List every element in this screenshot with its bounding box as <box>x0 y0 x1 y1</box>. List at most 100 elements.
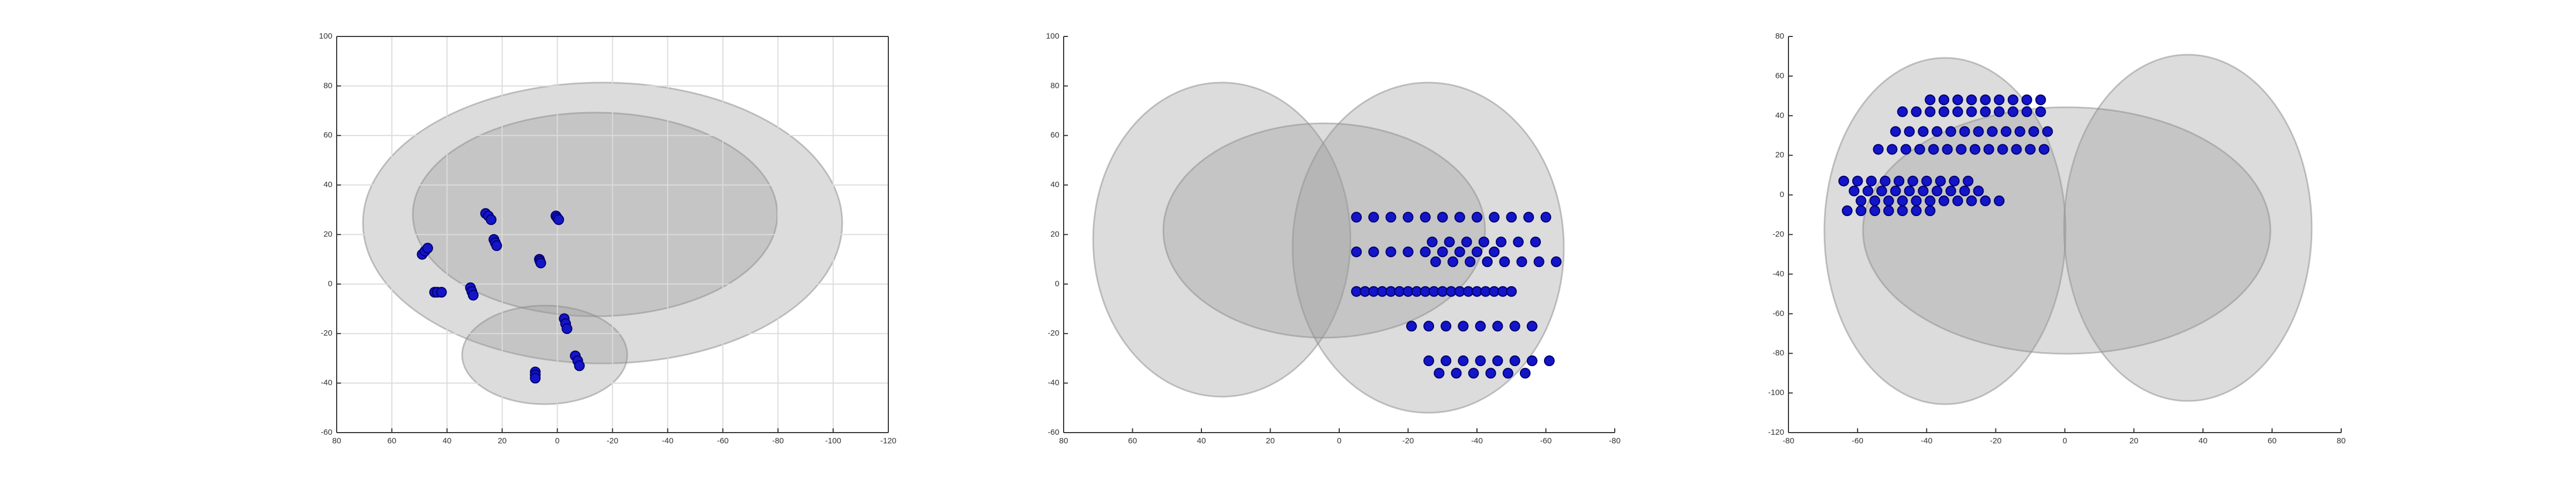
electrode <box>2021 106 2032 117</box>
electrode <box>1434 368 1445 379</box>
electrode <box>1420 212 1431 223</box>
x-tick-label: 20 <box>498 436 507 445</box>
electrode <box>1897 106 1908 117</box>
electrode <box>1513 236 1524 248</box>
electrode <box>1994 106 2005 117</box>
electrode <box>1887 144 1898 155</box>
electrode <box>1430 256 1441 267</box>
electrode <box>1876 185 1887 197</box>
electrode <box>486 214 497 225</box>
y-tick-label: 60 <box>323 131 332 140</box>
electrode <box>1980 106 1991 117</box>
electrode <box>1461 236 1472 248</box>
y-tick-label: -40 <box>321 378 332 388</box>
electrode <box>1842 205 1853 217</box>
brain-shape <box>2063 54 2313 402</box>
y-tick-label: 40 <box>323 180 332 189</box>
electrode <box>2035 94 2046 106</box>
electrode <box>1368 212 1379 223</box>
electrode <box>1983 144 1994 155</box>
electrode <box>467 289 479 301</box>
x-tick-label: 60 <box>1128 436 1137 445</box>
electrode <box>535 257 546 269</box>
electrode <box>1444 236 1455 248</box>
y-tick-label: 100 <box>1046 32 1059 41</box>
electrode <box>1942 144 1953 155</box>
x-tick-label: -20 <box>1402 436 1414 445</box>
electrode <box>1907 175 1918 187</box>
x-tick-label: 60 <box>2268 436 2277 445</box>
electrode <box>1883 195 1894 206</box>
y-tick-label: -20 <box>1048 329 1059 338</box>
electrode <box>2014 126 2025 137</box>
y-tick-label: 20 <box>1775 151 1784 160</box>
x-tick-label: 0 <box>555 436 559 445</box>
electrode <box>1963 175 1974 187</box>
electrode <box>1458 355 1469 367</box>
y-tick-label: 20 <box>1050 229 1059 239</box>
y-tick-label: 80 <box>323 81 332 90</box>
electrode <box>1385 212 1397 223</box>
electrode <box>1454 246 1465 257</box>
electrode <box>1351 212 1362 223</box>
y-tick-label: 0 <box>328 279 332 288</box>
brain-shape <box>1823 57 2067 405</box>
electrode <box>1959 185 1970 197</box>
electrode <box>1437 212 1448 223</box>
y-tick-label: -80 <box>1772 348 1784 358</box>
y-tick-label: 20 <box>323 229 332 239</box>
electrode <box>2011 144 2022 155</box>
y-tick-label: -100 <box>1768 388 1784 397</box>
x-tick-label: -40 <box>1471 436 1483 445</box>
electrode <box>1437 246 1448 257</box>
electrode <box>1526 321 1538 332</box>
electrode <box>1516 256 1527 267</box>
electrode <box>1489 212 1500 223</box>
electrode <box>1952 94 1963 106</box>
x-tick-label: -120 <box>880 436 896 445</box>
electrode <box>1447 256 1459 267</box>
y-tick-label: 60 <box>1775 71 1784 80</box>
x-tick-label: 0 <box>1337 436 1341 445</box>
electrode <box>1973 126 1984 137</box>
electrode <box>1519 368 1531 379</box>
x-tick-label: 40 <box>1197 436 1206 445</box>
electrode <box>2007 94 2018 106</box>
y-tick-label: 40 <box>1050 180 1059 189</box>
x-tick-label: -80 <box>772 436 784 445</box>
electrode <box>1925 106 1936 117</box>
electrode <box>2028 126 2039 137</box>
electrode <box>1530 236 1541 248</box>
electrode <box>1441 321 1452 332</box>
y-tick-label: 100 <box>319 32 332 41</box>
x-tick-label: -100 <box>825 436 841 445</box>
electrode <box>561 323 573 335</box>
electrode <box>1849 185 1860 197</box>
electrode <box>1987 126 1998 137</box>
y-tick-label: -20 <box>1772 229 1784 239</box>
y-tick-label: 80 <box>1050 81 1059 90</box>
electrode <box>491 240 502 251</box>
electrode <box>422 242 433 254</box>
electrode <box>1997 144 2008 155</box>
x-tick-label: 80 <box>1059 436 1068 445</box>
electrode <box>1385 246 1397 257</box>
electrode <box>1911 106 1922 117</box>
electrode <box>1890 185 1901 197</box>
y-tick-label: -40 <box>1772 269 1784 278</box>
x-tick-label: 40 <box>442 436 451 445</box>
electrode <box>1368 246 1379 257</box>
electrode <box>1869 205 1881 217</box>
electrode <box>574 360 585 371</box>
electrode <box>1838 175 1850 187</box>
electrode <box>1509 355 1520 367</box>
electrode <box>1952 106 1963 117</box>
electrode <box>2000 126 2011 137</box>
electrode <box>1543 355 1555 367</box>
electrode <box>1472 212 1482 223</box>
y-tick-label: 0 <box>1780 190 1784 199</box>
electrode <box>1506 212 1517 223</box>
electrode <box>1938 94 1949 106</box>
electrode <box>1402 246 1414 257</box>
